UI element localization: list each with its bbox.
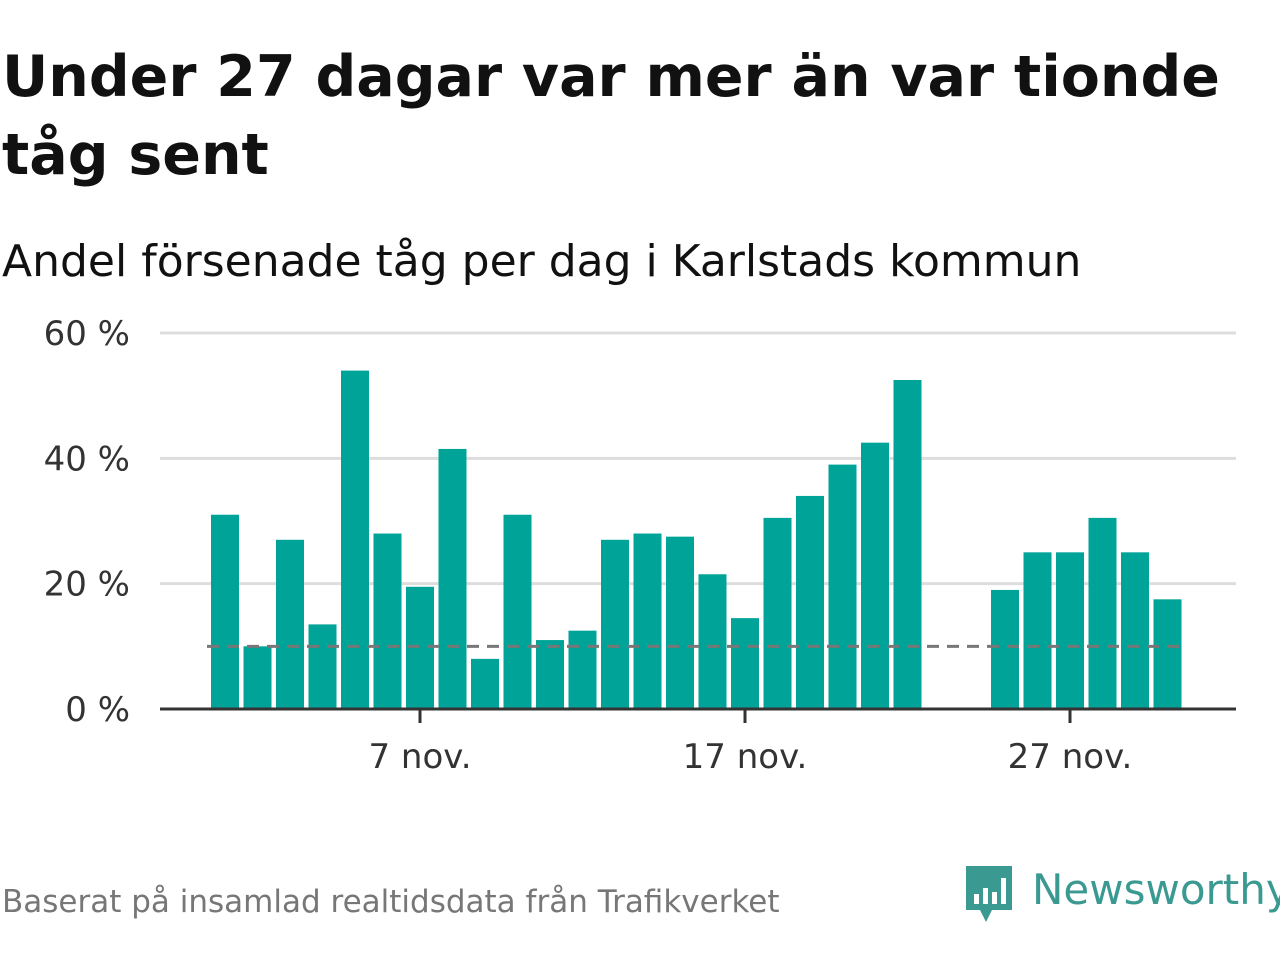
bar — [1088, 517, 1117, 709]
bar — [796, 495, 824, 709]
bar — [666, 536, 694, 709]
x-tick-label: 17 nov. — [683, 737, 808, 777]
brand-logo: Newsworthy — [962, 864, 1280, 928]
source-note: Baserat på insamlad realtidsdata från Tr… — [2, 884, 780, 920]
bar — [601, 539, 629, 709]
bar — [893, 380, 922, 709]
bar-chart: 0 % 20 % 40 % 60 % 7 nov. 17 nov. 27 nov. — [44, 314, 1236, 777]
bar — [1121, 552, 1149, 709]
bar — [1056, 552, 1084, 709]
bar — [211, 514, 239, 709]
bar — [373, 533, 402, 709]
bar — [243, 646, 272, 709]
chart-subtitle: Andel försenade tåg per dag i Karlstads … — [2, 236, 1082, 287]
chart-title: Under 27 dagar var mer än var tionde tåg… — [2, 44, 1220, 188]
bar — [438, 448, 467, 709]
bar — [828, 464, 857, 709]
bar — [503, 514, 532, 709]
x-tick-label: 7 nov. — [368, 737, 471, 777]
y-tick-label: 40 % — [44, 439, 130, 479]
bar — [406, 586, 434, 709]
bar — [861, 442, 889, 709]
bar — [471, 658, 499, 709]
bar — [991, 589, 1019, 709]
y-tick-label: 0 % — [65, 690, 130, 730]
x-axis — [160, 707, 1236, 723]
bar — [536, 640, 564, 709]
bar — [341, 370, 369, 709]
bar — [308, 624, 337, 709]
y-tick-label: 60 % — [44, 314, 130, 354]
bar — [698, 574, 727, 709]
bars — [211, 370, 1182, 709]
bar — [1153, 599, 1182, 709]
grid-lines — [160, 331, 1236, 586]
bar — [731, 618, 759, 709]
bar — [276, 539, 304, 709]
newsworthy-logo-icon — [966, 866, 1012, 922]
bar — [1023, 552, 1052, 709]
x-tick-label: 27 nov. — [1008, 737, 1133, 777]
bar — [763, 517, 792, 709]
y-tick-label: 20 % — [44, 565, 130, 605]
tick-labels: 0 % 20 % 40 % 60 % 7 nov. 17 nov. 27 nov. — [44, 314, 1133, 777]
bar — [633, 533, 662, 709]
brand-name: Newsworthy — [1032, 865, 1280, 914]
bar — [568, 630, 597, 709]
